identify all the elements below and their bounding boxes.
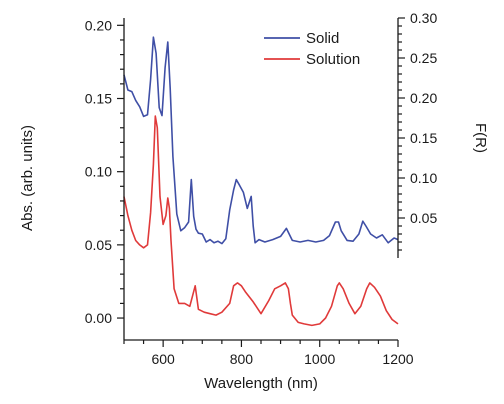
- y-right-tick-label: 0.10: [410, 170, 437, 186]
- y-right-tick-label: 0.15: [410, 130, 437, 146]
- x-tick-label: 800: [230, 351, 254, 367]
- y-axis-left-title: Abs. (arb. units): [19, 125, 36, 231]
- y-right-tick-label: 0.20: [410, 90, 437, 106]
- x-tick-label: 1000: [304, 351, 335, 367]
- x-tick-label: 1200: [382, 351, 413, 367]
- y-left-tick-label: 0.05: [85, 237, 112, 253]
- x-tick-label: 600: [151, 351, 175, 367]
- y-left-tick-label: 0.20: [85, 17, 112, 33]
- legend-label-solution: Solution: [306, 51, 360, 68]
- legend: Solid Solution: [264, 30, 360, 68]
- y-left-tick-label: 0.15: [85, 91, 112, 107]
- plot-lines: [123, 36, 399, 327]
- y-axis-left: 0.00 0.05 0.10 0.15 0.20: [85, 17, 125, 340]
- x-axis: 600 800 1000 1200: [123, 339, 414, 367]
- x-axis-title: Wavelength (nm): [204, 375, 318, 392]
- y-axis-right: 0.05 0.10 0.15 0.20 0.25 0.30: [397, 10, 437, 258]
- y-right-tick-label: 0.25: [410, 50, 437, 66]
- y-right-tick-label: 0.05: [410, 210, 437, 226]
- legend-label-solid: Solid: [306, 30, 339, 47]
- y-left-tick-label: 0.00: [85, 310, 112, 326]
- y-axis-right-title: F(R): [472, 123, 489, 153]
- series-line-solid: [123, 36, 399, 245]
- series-line-solution: [123, 115, 399, 327]
- y-left-tick-label: 0.10: [85, 164, 112, 180]
- y-right-tick-label: 0.30: [410, 10, 437, 26]
